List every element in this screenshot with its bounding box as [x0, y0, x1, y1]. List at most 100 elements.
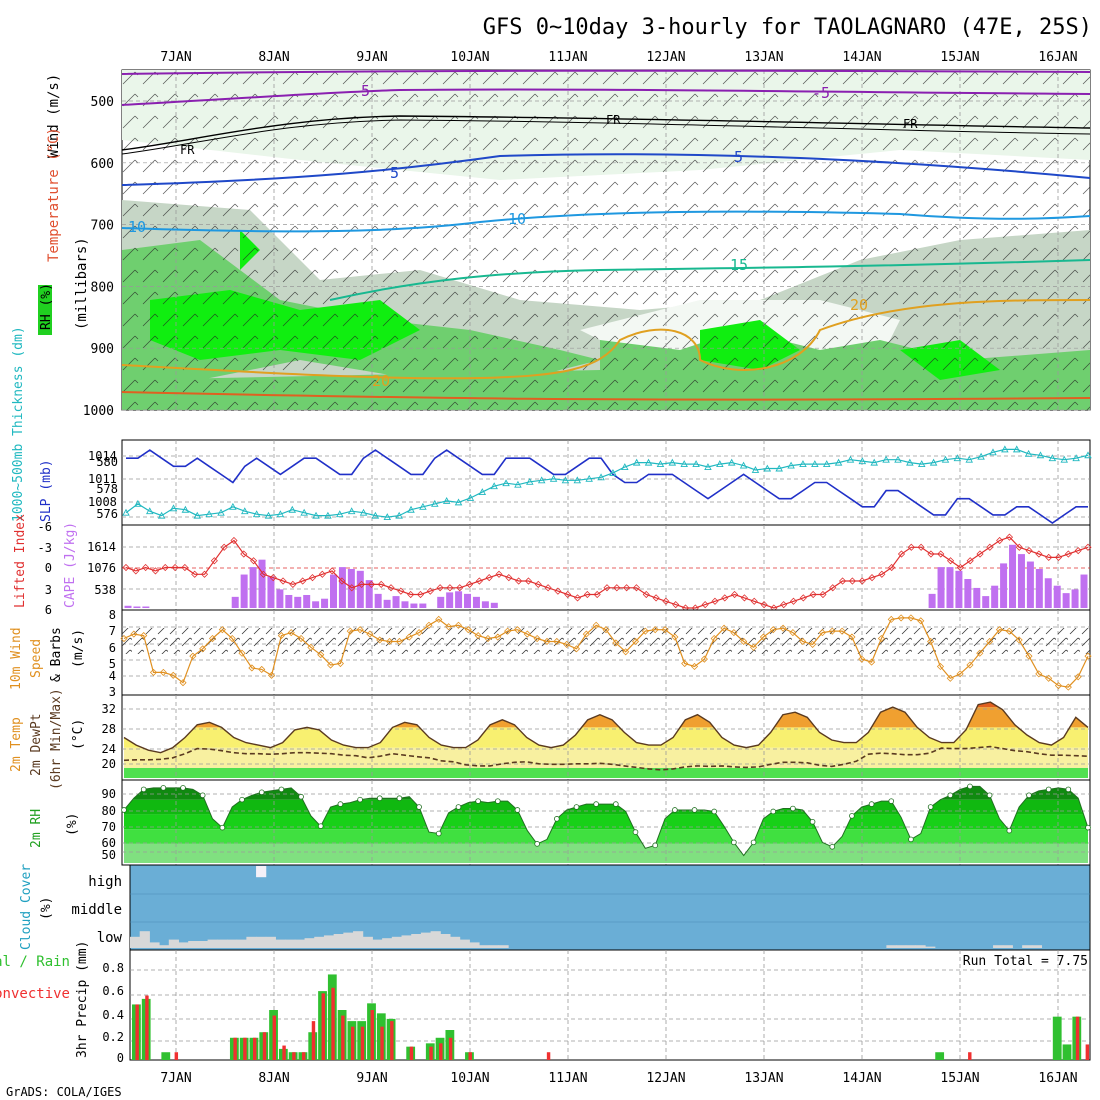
- lifted-index-point: [181, 563, 189, 572]
- rh-point: [396, 795, 403, 801]
- precip-conv-bar: [546, 1052, 551, 1060]
- thickness-point: [739, 461, 748, 469]
- thickness-point: [1036, 451, 1045, 459]
- lifted-index-point: [878, 570, 886, 578]
- wind-speed-point: [533, 634, 541, 643]
- lifted-index-point: [819, 590, 827, 599]
- wind-speed-point: [848, 633, 856, 641]
- lifted-index-point: [917, 543, 925, 551]
- cloud-low-bar: [343, 932, 354, 948]
- thickness-point: [680, 460, 688, 468]
- thickness-point: [383, 513, 392, 521]
- wind-speed-point: [799, 637, 807, 646]
- cloud-low-bar: [285, 939, 296, 948]
- lifted-index-point: [367, 580, 375, 588]
- thickness-point: [894, 455, 902, 463]
- wind-speed-point: [435, 615, 443, 623]
- cloud-low-bar: [925, 946, 936, 948]
- rh-point: [357, 796, 363, 803]
- cape-bar: [312, 601, 320, 608]
- precip-conv-bar: [341, 1015, 345, 1060]
- wind-speed-point: [700, 655, 708, 663]
- thickness-point: [241, 507, 249, 515]
- date-label: 14JAN: [842, 1071, 881, 1086]
- cape-bar: [446, 592, 454, 608]
- wind-barbs: [122, 628, 1090, 654]
- thickness-point: [882, 455, 890, 463]
- cape-bar: [374, 593, 382, 608]
- contour-label: 5: [390, 164, 399, 182]
- wind-speed-point: [376, 636, 384, 644]
- wind-speed-point: [995, 626, 1004, 634]
- temp-tick: 28: [102, 722, 116, 736]
- lifted-index-point: [240, 550, 248, 558]
- lifted-index-point: [250, 557, 258, 565]
- temp-band: [124, 767, 1088, 778]
- thickness-point: [276, 510, 285, 518]
- cloud-low-bar: [304, 938, 315, 948]
- lifted-index-point: [1074, 547, 1082, 555]
- cloud-low-bar: [915, 945, 926, 948]
- cloud-low-bar: [440, 934, 451, 948]
- precip-total-bar: [1062, 1044, 1072, 1060]
- date-label: 7JAN: [160, 50, 191, 65]
- date-label: 9JAN: [356, 50, 387, 65]
- rh-tick: 80: [102, 804, 116, 818]
- slp-tick: 1014: [88, 449, 117, 463]
- dewpt-label: 2m DewPt: [29, 713, 44, 776]
- temp-unit-label: (°C): [71, 719, 86, 750]
- wind-speed-point: [504, 627, 512, 635]
- lifted-index-point: [348, 584, 356, 592]
- precip-axis-label: 3hr Precip (mm): [75, 941, 90, 1058]
- wind-speed-point: [1054, 682, 1063, 690]
- thickness-point: [217, 508, 225, 516]
- contour-minus5: [121, 69, 1091, 75]
- cloud-low-bar: [372, 939, 383, 948]
- rh-point: [908, 836, 914, 843]
- thickness-point: [526, 477, 534, 485]
- cloud-cover-label: Cloud Cover: [19, 864, 34, 950]
- wind-speed-point: [1015, 636, 1023, 644]
- cape-bar: [1035, 568, 1043, 608]
- rh-point: [967, 783, 973, 790]
- lifted-index-point: [269, 574, 277, 582]
- date-label: 14JAN: [842, 50, 881, 65]
- cloud-unit-label: (%): [39, 897, 54, 920]
- cape-bar: [267, 576, 275, 608]
- thickness-point: [169, 504, 178, 512]
- lifted-index-point: [701, 601, 709, 609]
- wind-speed-point: [651, 626, 659, 634]
- cloud-low-bar: [905, 945, 916, 948]
- wind-speed-point: [1074, 673, 1082, 681]
- wind-speed-point: [976, 649, 984, 657]
- thickness-tick: 578: [96, 482, 118, 496]
- precip-conv-bar: [135, 1004, 139, 1060]
- thickness-point: [288, 505, 297, 513]
- thickness-point: [787, 461, 795, 469]
- lifted-index-point: [858, 577, 866, 585]
- wind-speed-point: [966, 661, 974, 669]
- cloud-low-bar: [139, 931, 150, 948]
- rh-point: [790, 805, 796, 812]
- cloud-low-bar: [236, 939, 247, 948]
- cape-bar: [285, 594, 293, 608]
- lifted-index-point: [593, 590, 601, 599]
- wind-speed-point: [710, 634, 718, 643]
- cape-bar: [1080, 574, 1088, 608]
- lifted-index-point: [947, 557, 955, 565]
- millibars-label: (millibars): [74, 237, 90, 330]
- thickness-point: [609, 468, 617, 476]
- thickness-point: [751, 466, 760, 473]
- rh-label: RH (%): [39, 283, 54, 330]
- wind-tick: 5: [109, 657, 116, 671]
- precip-conv-bar: [370, 1010, 374, 1060]
- cloud-low-bar: [993, 945, 1004, 948]
- wind-speed-point: [130, 630, 138, 638]
- thickness-point: [917, 460, 926, 468]
- wind-speed-point: [208, 634, 217, 643]
- thickness-point: [870, 458, 878, 466]
- rh-point: [1026, 792, 1032, 799]
- lifted-index-point: [799, 594, 807, 602]
- cloud-low-bar: [130, 936, 141, 948]
- thickness-label: 1000~500mb Thickness (dm): [11, 326, 26, 522]
